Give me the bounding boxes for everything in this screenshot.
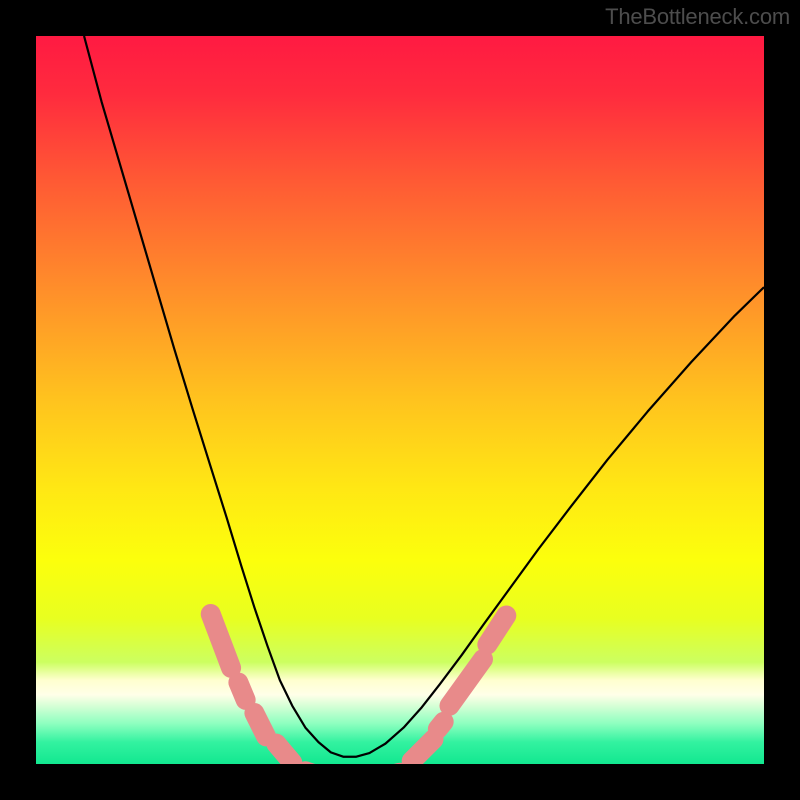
highlight-segment (238, 682, 245, 699)
chart-background (36, 36, 764, 764)
chart-svg (36, 36, 764, 764)
watermark-text: TheBottleneck.com (605, 4, 790, 30)
chart-frame: TheBottleneck.com (0, 0, 800, 800)
highlight-segment (438, 722, 444, 729)
highlight-segment (276, 744, 292, 763)
highlight-segment (254, 713, 266, 736)
